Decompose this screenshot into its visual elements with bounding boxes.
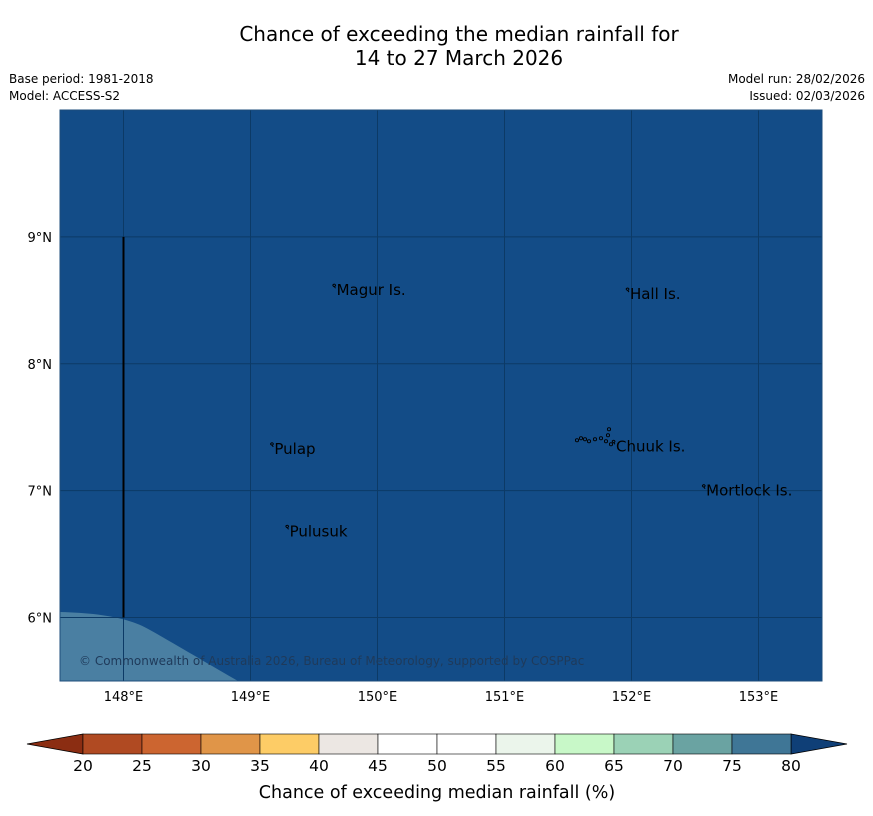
island-outline (701, 484, 706, 490)
colorbar-bin (377, 733, 438, 755)
title-line-1: Chance of exceeding the median rainfall … (239, 22, 679, 46)
longitude-label: 149°E (231, 690, 271, 705)
colorbar-bin (672, 733, 733, 755)
colorbar-tick-label: 55 (486, 757, 506, 775)
meta-left: Base period: 1981-2018 Model: ACCESS-S2 (9, 71, 154, 105)
coastal-probability-zone (60, 612, 238, 681)
place-label: Mortlock Is. (706, 482, 792, 500)
longitude-label: 148°E (104, 690, 144, 705)
island-outline (625, 287, 630, 293)
colorbar-bin (613, 733, 674, 755)
title-line-2: 14 to 27 March 2026 (354, 46, 564, 70)
chart-title: Chance of exceeding the median rainfall … (0, 22, 873, 70)
atoll-islet (606, 427, 612, 432)
island-outline (332, 283, 337, 289)
place-label: Pulap (274, 440, 315, 458)
atoll-islet (586, 439, 592, 444)
colorbar-bin (200, 733, 261, 755)
island-markers (269, 283, 706, 530)
atoll-islet (592, 437, 598, 442)
colorbar-tick-label: 80 (781, 757, 801, 775)
issued-date: Issued: 02/03/2026 (749, 89, 865, 103)
place-label: Magur Is. (337, 281, 406, 299)
island-outline (269, 442, 274, 448)
model-name: Model: ACCESS-S2 (9, 89, 121, 103)
place-label: Pulusuk (290, 522, 348, 540)
longitude-label: 150°E (358, 690, 398, 705)
colorbar-tick-label: 50 (427, 757, 447, 775)
model-run: Model run: 28/02/2026 (727, 72, 865, 86)
colorbar-tick-label: 45 (368, 757, 388, 775)
forecast-field (60, 110, 822, 681)
atoll-islet (574, 438, 580, 443)
map-area[interactable]: Magur Is. Hall Is. Pulap Chuuk Is. Mortlock … (59, 109, 823, 682)
longitude-label: 151°E (485, 690, 525, 705)
atoll-islet (603, 439, 609, 444)
place-labels: Magur Is. Hall Is. Pulap Chuuk Is. Mortlock … (274, 281, 792, 540)
longitude-labels: 148°E 149°E 150°E 151°E 152°E 153°E (104, 690, 779, 705)
latitude-label: 7°N (28, 485, 53, 500)
place-label: Chuuk Is. (616, 437, 685, 455)
latitude-label: 6°N (28, 612, 53, 627)
map-frame (59, 109, 823, 682)
colorbar-tick-label: 75 (722, 757, 742, 775)
longitude-label: 152°E (612, 690, 652, 705)
colorbar-bin (436, 733, 497, 755)
island-outline (285, 524, 290, 530)
colorbar-bin (495, 733, 556, 755)
colorbar-tick-label: 40 (309, 757, 329, 775)
colorbar-bin (554, 733, 615, 755)
atoll-islet (578, 436, 584, 441)
latitude-labels: 9°N 8°N 7°N 6°N (28, 231, 53, 627)
base-period: Base period: 1981-2018 (9, 72, 154, 86)
colorbar-tick-label: 35 (250, 757, 270, 775)
colorbar-over-arrow (790, 733, 848, 755)
colorbar-tick-label: 30 (191, 757, 211, 775)
colorbar-tick-label: 65 (604, 757, 624, 775)
colorbar-tick-label: 25 (132, 757, 152, 775)
copyright-notice: © Commonwealth of Australia 2026, Bureau… (79, 654, 584, 668)
colorbar-tick-label: 20 (73, 757, 93, 775)
longitude-label: 153°E (739, 690, 779, 705)
graticule (60, 110, 822, 681)
colorbar-bin (141, 733, 202, 755)
colorbar-bin (731, 733, 792, 755)
latitude-label: 8°N (28, 358, 53, 373)
colorbar-bin (318, 733, 379, 755)
colorbar-bin (82, 733, 143, 755)
colorbar-tick-label: 60 (545, 757, 565, 775)
atoll-islet (608, 442, 614, 447)
colorbar: 20 25 30 35 40 45 50 55 60 65 70 75 80 Chance of exce… (26, 733, 848, 803)
atoll-islet (605, 433, 611, 438)
colorbar-title: Chance of exceeding median rainfall (%) (259, 783, 615, 803)
island-outline (611, 439, 616, 445)
place-label: Hall Is. (630, 285, 681, 303)
colorbar-bin (259, 733, 320, 755)
atoll-islet (582, 437, 588, 442)
colorbar-under-arrow (26, 733, 84, 755)
colorbar-tick-label: 70 (663, 757, 683, 775)
latitude-label: 9°N (28, 231, 53, 246)
atoll-islet (598, 436, 604, 441)
meta-right: Model run: 28/02/2026 Issued: 02/03/2026 (728, 71, 865, 105)
